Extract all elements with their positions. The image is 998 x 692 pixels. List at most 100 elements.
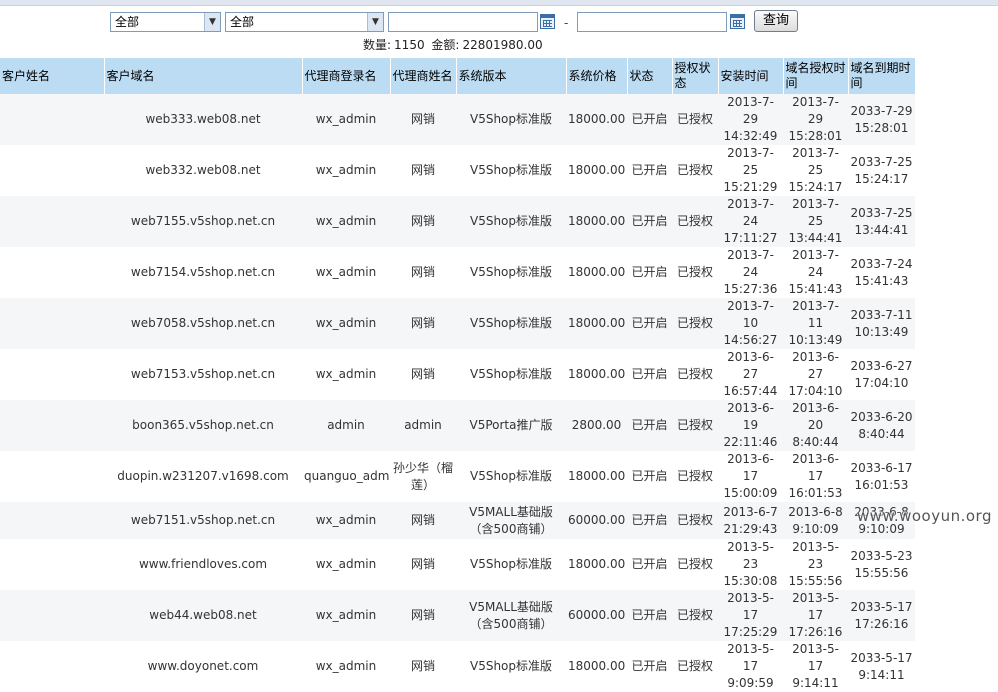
date-text: 2013-7-24 xyxy=(792,248,839,279)
table-header-row: 客户姓名 客户域名 代理商登录名 代理商姓名 系统版本 系统价格 状态 授权状态 安装时间 域名授… xyxy=(0,58,916,94)
table-row[interactable]: web7058.v5shop.net.cn wx_admin 网销 V5Shop标准版… xyxy=(0,298,915,349)
filter-toolbar: 全部 ▼ 全部 ▼ - 查询 xyxy=(0,8,998,36)
category-select-value: 全部 xyxy=(115,15,140,29)
column-header: 域名授权时间 xyxy=(783,58,849,94)
install-cell: 2013-5-17 9:09:59 xyxy=(718,641,783,692)
table-row[interactable]: www.doyonet.com wx_admin 网销 V5Shop标准版 18000.… xyxy=(0,641,915,692)
auth-status-cell: 已授权 xyxy=(672,94,718,145)
window-top-strip xyxy=(0,0,998,6)
time-text: 22:11:46 xyxy=(723,435,778,449)
time-text: 15:55:56 xyxy=(788,574,843,588)
agent-name-cell: 网销 xyxy=(390,196,456,247)
system-price-cell: 18000.00 xyxy=(566,349,627,400)
date-text: 2033-6-20 xyxy=(850,409,913,424)
start-date-input[interactable] xyxy=(388,12,538,32)
system-price-cell: 18000.00 xyxy=(566,298,627,349)
agent-login-cell: wx_admin xyxy=(302,590,390,641)
time-text: 15:41:43 xyxy=(788,282,843,296)
customer-table: 客户姓名 客户域名 代理商登录名 代理商姓名 系统版本 系统价格 状态 授权状态 安装时间 域名授… xyxy=(0,58,916,692)
date-text: 2013-6-27 xyxy=(727,350,774,381)
time-text: 8:40:44 xyxy=(858,426,905,441)
customer-domain-cell: web332.web08.net xyxy=(104,145,302,196)
system-price-cell: 18000.00 xyxy=(566,247,627,298)
customer-domain-cell: www.friendloves.com xyxy=(104,539,302,590)
time-text: 17:25:29 xyxy=(723,625,778,639)
customer-name-cell xyxy=(0,502,104,539)
date-text: 2013-6-17 xyxy=(727,452,774,483)
search-button[interactable]: 查询 xyxy=(754,10,798,32)
date-text: 2013-7-29 xyxy=(727,95,774,126)
calendar-icon[interactable] xyxy=(730,14,745,29)
chevron-down-icon[interactable]: ▼ xyxy=(367,13,383,31)
agent-login-cell: wx_admin xyxy=(302,145,390,196)
date-text: 2013-7-25 xyxy=(727,146,774,177)
time-text: 14:56:27 xyxy=(723,333,778,347)
agent-name-cell: 孙少华（榴莲） xyxy=(390,451,456,502)
table-row[interactable]: web7151.v5shop.net.cn wx_admin 网销 V5MALL基础版… xyxy=(0,502,915,539)
auth-status-cell: 已授权 xyxy=(672,145,718,196)
time-text: 17:11:27 xyxy=(723,231,778,245)
table-row[interactable]: web332.web08.net wx_admin 网销 V5Shop标准版 18000… xyxy=(0,145,915,196)
column-header: 安装时间 xyxy=(718,58,784,94)
time-text: 14:32:49 xyxy=(723,129,778,143)
table-body: web333.web08.net wx_admin 网销 V5Shop标准版 18000… xyxy=(0,94,915,692)
time-text: 17:26:16 xyxy=(854,616,909,631)
time-text: 9:10:09 xyxy=(792,521,839,536)
date-text: 2013-7-10 xyxy=(727,299,774,330)
system-version-cell: V5Shop标准版 xyxy=(456,349,566,400)
time-text: 15:28:01 xyxy=(854,120,909,135)
category-select[interactable]: 全部 ▼ xyxy=(110,12,221,32)
table-row[interactable]: web7155.v5shop.net.cn wx_admin 网销 V5Shop标准版… xyxy=(0,196,915,247)
table-row[interactable]: web44.web08.net wx_admin 网销 V5MALL基础版（含500商… xyxy=(0,590,915,641)
time-text: 16:01:53 xyxy=(854,477,909,492)
date-text: 2013-5-17 xyxy=(792,591,839,622)
expire-cell: 2033-6-27 17:04:10 xyxy=(848,349,915,400)
agent-name-cell: 网销 xyxy=(390,539,456,590)
auth-time-cell: 2013-6-8 9:10:09 xyxy=(783,502,848,539)
install-cell: 2013-7-10 14:56:27 xyxy=(718,298,783,349)
system-version-cell: V5Shop标准版 xyxy=(456,641,566,692)
status-cell: 已开启 xyxy=(627,641,672,692)
status-cell: 已开启 xyxy=(627,349,672,400)
type-select[interactable]: 全部 ▼ xyxy=(225,12,384,32)
system-price-cell: 18000.00 xyxy=(566,196,627,247)
table-row[interactable]: web7153.v5shop.net.cn wx_admin 网销 V5Shop标准版… xyxy=(0,349,915,400)
date-text: 2033-6-17 xyxy=(850,460,913,475)
calendar-icon[interactable] xyxy=(540,14,555,29)
customer-name-cell xyxy=(0,298,104,349)
customer-name-cell xyxy=(0,400,104,451)
table-row[interactable]: www.friendloves.com wx_admin 网销 V5Shop标准版 18… xyxy=(0,539,915,590)
time-text: 17:04:10 xyxy=(854,375,909,390)
table-row[interactable]: web7154.v5shop.net.cn wx_admin 网销 V5Shop标准版… xyxy=(0,247,915,298)
system-price-cell: 18000.00 xyxy=(566,539,627,590)
time-text: 9:14:11 xyxy=(792,676,839,690)
system-price-cell: 18000.00 xyxy=(566,451,627,502)
end-date-input[interactable] xyxy=(577,12,727,32)
install-cell: 2013-5-17 17:25:29 xyxy=(718,590,783,641)
system-version-cell: V5Shop标准版 xyxy=(456,196,566,247)
chevron-down-icon[interactable]: ▼ xyxy=(204,13,220,31)
status-cell: 已开启 xyxy=(627,400,672,451)
time-text: 15:24:17 xyxy=(788,180,843,194)
install-cell: 2013-6-17 15:00:09 xyxy=(718,451,783,502)
agent-login-cell: quanguo_admin xyxy=(302,451,390,502)
time-text: 15:21:29 xyxy=(723,180,778,194)
column-header: 系统版本 xyxy=(456,58,567,94)
customer-domain-cell: www.doyonet.com xyxy=(104,641,302,692)
table-row[interactable]: boon365.v5shop.net.cn admin admin V5Porta推广… xyxy=(0,400,915,451)
status-cell: 已开启 xyxy=(627,247,672,298)
status-cell: 已开启 xyxy=(627,94,672,145)
system-version-cell: V5MALL基础版（含500商铺） xyxy=(456,590,566,641)
date-text: 2033-5-17 xyxy=(850,650,913,665)
agent-name-cell: 网销 xyxy=(390,641,456,692)
column-header: 客户姓名 xyxy=(0,58,105,94)
install-cell: 2013-6-7 21:29:43 xyxy=(718,502,783,539)
date-text: 2033-5-17 xyxy=(850,599,913,614)
auth-status-cell: 已授权 xyxy=(672,400,718,451)
date-text: 2013-5-23 xyxy=(727,540,774,571)
table-row[interactable]: web333.web08.net wx_admin 网销 V5Shop标准版 18000… xyxy=(0,94,915,145)
table-row[interactable]: duopin.w231207.v1698.comquanguo_admin孙少华… xyxy=(0,451,915,502)
status-cell: 已开启 xyxy=(627,590,672,641)
system-price-cell: 18000.00 xyxy=(566,641,627,692)
date-text: 2013-5-17 xyxy=(727,642,774,673)
